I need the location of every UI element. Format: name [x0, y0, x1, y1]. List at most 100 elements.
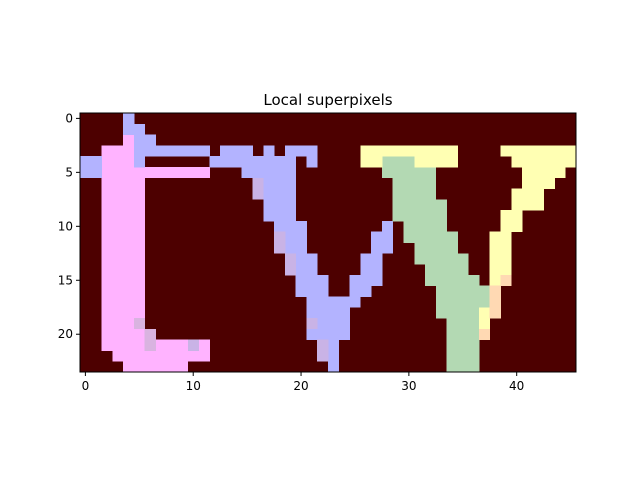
superpixel-pink [101, 296, 146, 308]
superpixel-pink [101, 210, 146, 222]
superpixel-blue [306, 318, 350, 330]
superpixel-yellow [511, 199, 545, 211]
superpixel-pink [101, 285, 146, 297]
superpixel-blue [295, 285, 329, 297]
superpixel-pink [101, 145, 135, 157]
superpixel-blue-overlap [252, 188, 264, 200]
superpixel-blue [133, 156, 146, 168]
superpixel-green [435, 285, 491, 297]
superpixel-yellow [489, 253, 512, 265]
superpixel-blue [349, 285, 372, 297]
superpixel-yellow [522, 166, 566, 179]
superpixel-pink [101, 188, 146, 200]
superpixel-pink [123, 134, 135, 146]
superpixel-blue [284, 242, 307, 254]
x-axis: 0 10 20 30 40 [82, 372, 524, 393]
superpixel-pink [101, 242, 146, 254]
y-tick-label: 10 [58, 219, 73, 233]
superpixel-yellow [478, 318, 491, 330]
superpixel-pink [101, 166, 210, 179]
superpixel-blue [80, 166, 102, 179]
superpixel-blue [284, 264, 318, 276]
superpixel-yellow [511, 156, 577, 168]
heatmap-cells [80, 113, 577, 373]
superpixel-green [414, 253, 469, 265]
superpixel-blue-overlap [317, 350, 329, 362]
superpixel-pink [101, 328, 146, 341]
superpixel-green [381, 156, 415, 168]
superpixel-green [435, 307, 491, 319]
superpixel-pink [101, 177, 146, 189]
superpixel-blue [295, 274, 329, 287]
superpixel-blue [381, 220, 394, 233]
superpixel-pink [112, 350, 210, 362]
superpixel-blue-overlap [284, 264, 297, 276]
superpixel-blue-overlap [306, 318, 318, 330]
superpixel-pink [101, 220, 146, 233]
superpixel-green [446, 318, 491, 330]
superpixel-blue [360, 264, 383, 276]
y-axis: 0 5 10 15 20 [58, 111, 80, 341]
superpixel-blue-overlap [274, 231, 286, 243]
superpixel-blue [328, 361, 340, 373]
superpixel-yellow-pink-overlap [489, 296, 501, 308]
superpixel-blue-overlap [252, 177, 264, 189]
superpixel-green [392, 199, 448, 211]
x-tick-label: 40 [509, 379, 524, 393]
y-tick-label: 5 [65, 165, 73, 179]
x-tick-label: 0 [82, 379, 90, 393]
superpixel-green [403, 220, 448, 233]
superpixel-pink [101, 156, 135, 168]
superpixel-yellow [500, 220, 523, 233]
chart-title: Local superpixels [263, 91, 392, 109]
x-tick-label: 30 [401, 379, 416, 393]
superpixel-blue [306, 296, 361, 308]
superpixel-pink-blue-overlap [144, 339, 156, 351]
superpixel-blue [263, 199, 297, 211]
superpixel-pink [101, 199, 146, 211]
superpixel-blue [263, 210, 297, 222]
superpixel-green [392, 210, 448, 222]
y-tick-label: 0 [65, 111, 73, 125]
superpixel-pink [101, 253, 146, 265]
superpixel-green [446, 350, 480, 362]
superpixel-blue [241, 166, 297, 179]
superpixel-blue [284, 253, 318, 265]
superpixel-yellow-pink-overlap [489, 285, 501, 297]
superpixel-blue [80, 156, 102, 168]
superpixel-blue [306, 328, 350, 341]
superpixel-blue [274, 220, 307, 233]
superpixel-blue [209, 156, 297, 168]
superpixel-pink [101, 307, 146, 319]
superpixel-blue [274, 231, 307, 243]
superpixel-blue [349, 274, 383, 287]
superpixel-blue [306, 156, 318, 168]
superpixel-yellow [360, 145, 458, 157]
superpixel-blue [371, 242, 394, 254]
superpixel-yellow [511, 188, 545, 200]
superpixel-green [435, 296, 491, 308]
superpixel-pink-blue-overlap [133, 318, 146, 330]
superpixel-pink [101, 318, 146, 330]
superpixel-blue-overlap [317, 339, 329, 351]
superpixel-green [381, 166, 437, 179]
y-tick-label: 15 [58, 273, 73, 287]
superpixel-blue [360, 253, 383, 265]
superpixel-green [392, 188, 437, 200]
plot-frame [79, 112, 577, 373]
superpixel-blue [284, 145, 318, 157]
superpixel-yellow-pink-overlap [489, 307, 501, 319]
superpixel-blue [371, 231, 394, 243]
superpixel-pink [123, 361, 189, 373]
superpixel-blue-overlap [187, 339, 200, 351]
superpixel-blue [306, 307, 350, 319]
superpixel-blue [123, 123, 146, 135]
superpixel-pink [101, 264, 146, 276]
superpixel-blue-overlap [284, 253, 297, 265]
x-tick-label: 10 [186, 379, 201, 393]
superpixel-blue [263, 145, 275, 157]
superpixel-green [403, 231, 458, 243]
superpixel-blue-overlap [274, 242, 286, 254]
superpixel-pink [101, 231, 146, 243]
